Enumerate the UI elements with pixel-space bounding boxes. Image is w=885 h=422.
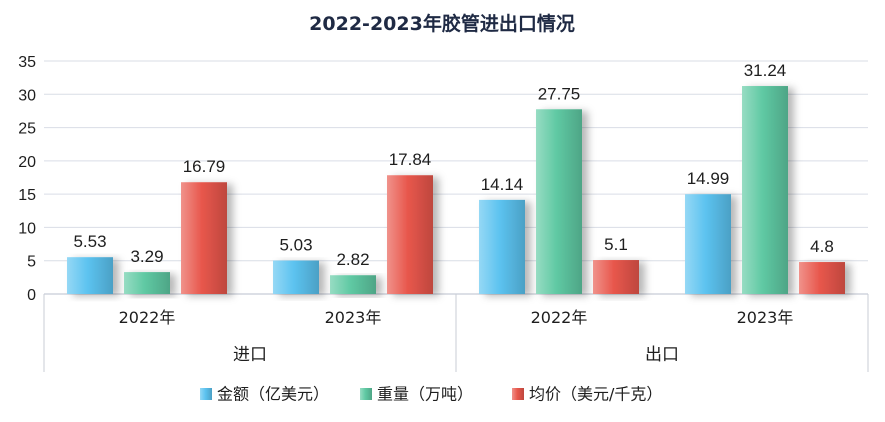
- bar: [181, 182, 227, 294]
- x-category-label: 2023年: [737, 308, 794, 327]
- legend: 金额（亿美元） 重量（万吨） 均价（美元/千克）: [200, 385, 662, 404]
- bar: [124, 272, 170, 294]
- x-category-label: 2022年: [531, 308, 588, 327]
- y-tick-label: 25: [18, 121, 36, 138]
- data-label: 2.82: [336, 250, 369, 269]
- x-group-label: 出口: [645, 345, 679, 365]
- data-label: 14.99: [687, 169, 730, 188]
- bar: [799, 262, 845, 294]
- bar: [387, 175, 433, 294]
- bar: [273, 260, 319, 294]
- y-axis: 0 5 10 15 20 25 30 35: [18, 54, 36, 304]
- chart-title: 2022-2023年胶管进出口情况: [309, 12, 575, 35]
- data-label: 14.14: [481, 175, 524, 194]
- bar: [536, 109, 582, 294]
- legend-label: 均价（美元/千克）: [529, 385, 662, 404]
- data-label: 4.8: [810, 237, 834, 256]
- data-label: 5.53: [73, 232, 106, 251]
- legend-label: 重量（万吨）: [377, 385, 473, 404]
- y-tick-label: 15: [18, 187, 36, 204]
- y-tick-label: 5: [27, 254, 36, 271]
- data-label: 5.03: [279, 236, 312, 255]
- legend-label: 金额（亿美元）: [217, 385, 329, 404]
- y-tick-label: 20: [18, 154, 36, 171]
- legend-item: 金额（亿美元）: [200, 385, 329, 404]
- bar: [593, 260, 639, 294]
- bar: [742, 86, 788, 295]
- legend-swatch: [512, 388, 524, 400]
- x-category-label: 2023年: [325, 308, 382, 327]
- data-label: 27.75: [538, 84, 581, 103]
- data-label: 16.79: [183, 157, 226, 176]
- bar: [67, 257, 113, 294]
- legend-swatch: [360, 388, 372, 400]
- data-label: 3.29: [130, 247, 163, 266]
- bar: [685, 194, 731, 294]
- bar: [330, 275, 376, 294]
- x-group-label: 进口: [233, 345, 267, 365]
- data-labels: 5.53 3.29 16.79 5.03 2.82 17.84 14.14 27.75 5.1 1…: [73, 61, 833, 269]
- data-label: 17.84: [389, 150, 432, 169]
- bar-series: [67, 86, 845, 295]
- legend-item: 均价（美元/千克）: [512, 385, 662, 404]
- y-tick-label: 35: [18, 54, 36, 71]
- data-label: 31.24: [744, 61, 787, 80]
- y-tick-label: 10: [18, 220, 36, 237]
- legend-item: 重量（万吨）: [360, 385, 473, 404]
- x-category-label: 2022年: [119, 308, 176, 327]
- bar: [479, 199, 525, 294]
- data-label: 5.1: [604, 235, 628, 254]
- y-tick-label: 0: [27, 287, 36, 304]
- y-tick-label: 30: [18, 87, 36, 104]
- legend-swatch: [200, 388, 212, 400]
